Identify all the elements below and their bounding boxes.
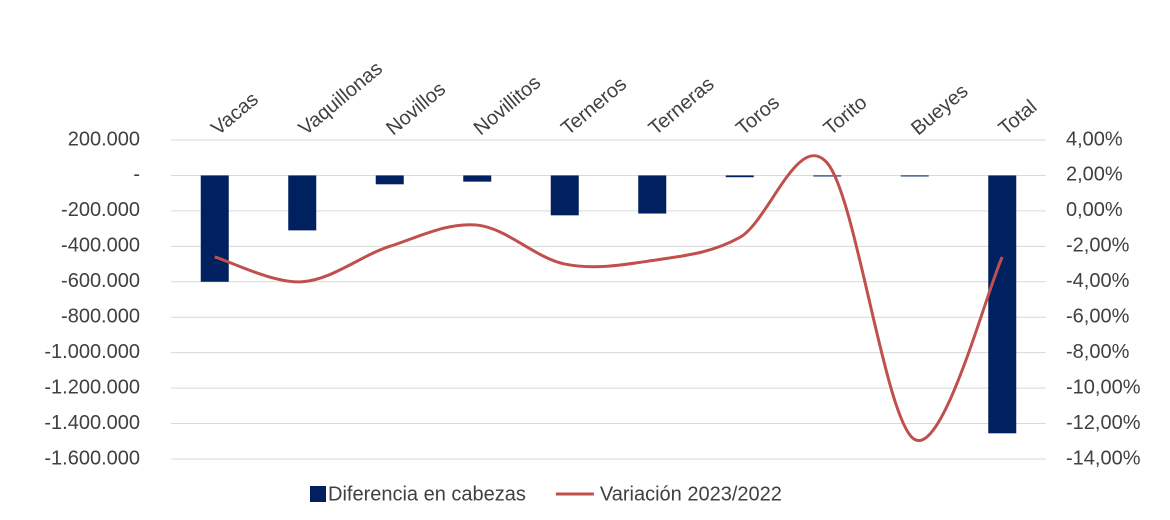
bar xyxy=(988,175,1017,434)
y2-tick-label: -12,00% xyxy=(1066,412,1141,434)
y2-tick-label: 2,00% xyxy=(1066,164,1123,186)
y2-tick-label: -6,00% xyxy=(1066,306,1130,328)
x-tick-label: Novillitos xyxy=(470,72,545,140)
y2-tick-label: -14,00% xyxy=(1066,447,1141,469)
x-tick-label: Torito xyxy=(820,92,872,140)
y2-tick-label: 0,00% xyxy=(1066,199,1123,221)
line xyxy=(214,154,1004,442)
y-tick-label: -1.400.000 xyxy=(44,412,140,434)
y2-tick-label: -4,00% xyxy=(1066,270,1130,292)
bar xyxy=(813,175,842,177)
bar xyxy=(725,175,754,178)
bar xyxy=(288,175,317,231)
x-tick-label: Toros xyxy=(732,92,784,140)
y-tick-label: -1.600.000 xyxy=(44,447,140,469)
y2-tick-label: -8,00% xyxy=(1066,341,1130,363)
x-tick-label: Bueyes xyxy=(907,80,972,140)
legend-swatch xyxy=(310,486,326,502)
y-tick-label: -1.200.000 xyxy=(44,376,140,398)
x-tick-label: Total xyxy=(995,96,1042,140)
bar xyxy=(550,175,579,216)
legend-label: Diferencia en cabezas xyxy=(328,483,526,505)
x-tick-label: Terneras xyxy=(645,73,719,140)
y-tick-label: - xyxy=(133,164,140,186)
bar xyxy=(375,175,404,185)
bar xyxy=(900,175,929,177)
bar xyxy=(463,175,492,182)
x-tick-label: Terneros xyxy=(557,73,631,140)
x-tick-label: Vacas xyxy=(207,88,263,140)
bar xyxy=(638,175,667,214)
x-tick-label: Novillos xyxy=(382,78,450,140)
y-tick-label: -1.000.000 xyxy=(44,341,140,363)
y-tick-label: -200.000 xyxy=(61,199,140,221)
y-tick-label: 200.000 xyxy=(68,128,140,150)
y-tick-label: -600.000 xyxy=(61,270,140,292)
y2-tick-label: -10,00% xyxy=(1066,376,1141,398)
y2-tick-label: 4,00% xyxy=(1066,128,1123,150)
bar xyxy=(200,175,229,282)
y-tick-label: -400.000 xyxy=(61,235,140,257)
legend-label: Variación 2023/2022 xyxy=(600,483,782,505)
x-tick-label: Vaquillonas xyxy=(295,57,387,139)
y-tick-label: -800.000 xyxy=(61,306,140,328)
y2-tick-label: -2,00% xyxy=(1066,235,1130,257)
